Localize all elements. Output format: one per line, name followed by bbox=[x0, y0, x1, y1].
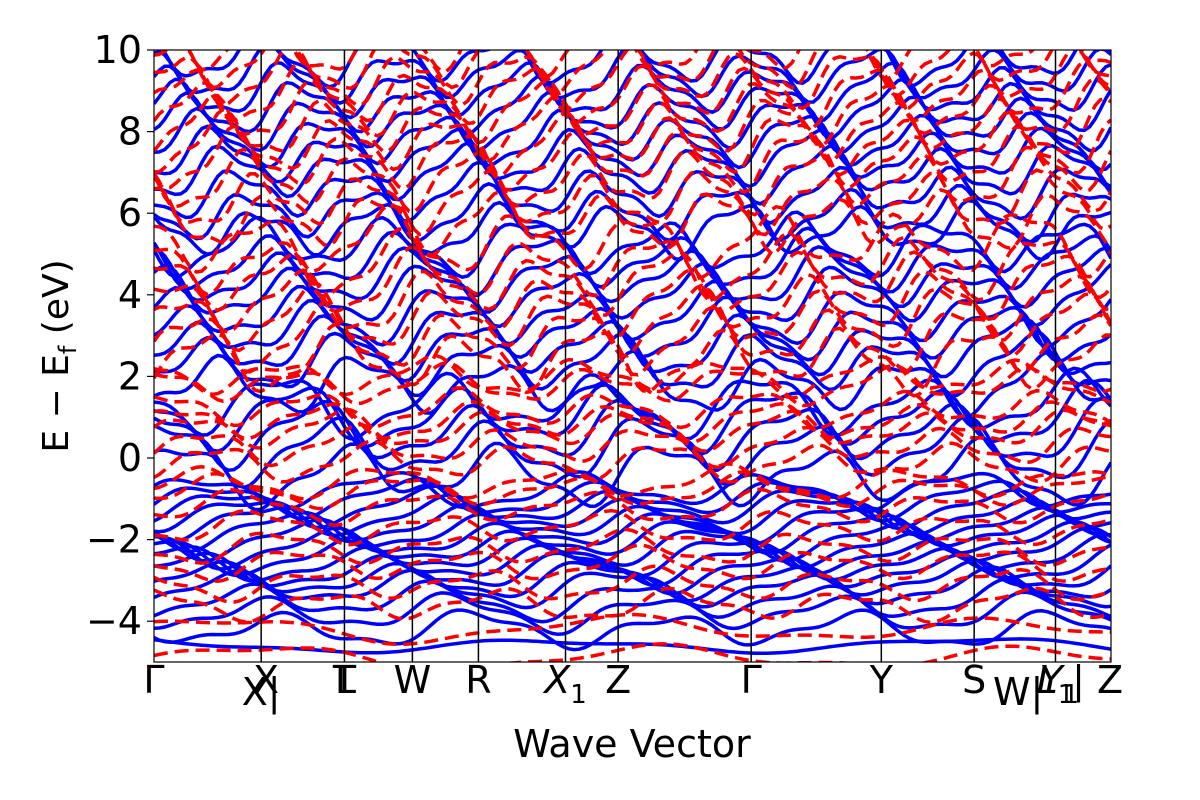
y-axis-label-unit: (eV) bbox=[36, 259, 77, 345]
band-line-dashed bbox=[154, 186, 1111, 258]
band-line-dashed bbox=[154, 59, 1111, 130]
band-line-dashed bbox=[154, 487, 1111, 527]
y-tick-label: 10 bbox=[94, 28, 142, 72]
y-tick-label: 4 bbox=[118, 273, 142, 317]
x-tick-label: R bbox=[465, 658, 491, 702]
x-tick-label: X| bbox=[242, 670, 281, 715]
band-line-dashed bbox=[154, 612, 1111, 647]
x-tick-label: Z bbox=[605, 658, 631, 702]
band-line-dashed bbox=[154, 527, 1111, 568]
band-line-dashed bbox=[154, 107, 1111, 179]
x-tick-label: Y bbox=[869, 658, 894, 702]
band-line-solid bbox=[154, 436, 1111, 512]
band-line-dashed bbox=[154, 77, 1111, 148]
band-line-dashed bbox=[154, 245, 1111, 322]
series-dashed-bands bbox=[154, 50, 1111, 662]
band-line-dashed bbox=[154, 470, 1111, 511]
band-line-dashed bbox=[154, 642, 1111, 662]
band-line-dashed bbox=[154, 462, 1111, 501]
band-line-dashed bbox=[154, 168, 1111, 237]
band-line-dashed bbox=[154, 145, 1111, 217]
y-axis: 10 8 6 4 2 0 −2 −4 bbox=[86, 28, 154, 643]
y-tick-label: 8 bbox=[118, 110, 142, 154]
band-line-solid bbox=[154, 60, 1111, 123]
band-line-dashed bbox=[154, 586, 1111, 625]
band-line-dashed bbox=[187, 50, 1111, 83]
band-line-dashed bbox=[154, 93, 1111, 164]
band-line-dashed bbox=[154, 399, 1111, 444]
x-tick-label: T bbox=[332, 658, 357, 702]
x-tick-label: X bbox=[253, 658, 279, 702]
x-tick-label: Γ bbox=[143, 658, 164, 702]
y-tick-label: 2 bbox=[118, 354, 142, 398]
band-line-dashed bbox=[154, 353, 1111, 400]
band-line-dashed bbox=[154, 564, 1111, 604]
band-line-solid bbox=[154, 414, 1111, 490]
y-axis-label-sub: f bbox=[54, 345, 82, 354]
band-line-solid bbox=[154, 244, 1111, 314]
band-line-dashed bbox=[154, 439, 1111, 484]
band-line-dashed bbox=[154, 407, 1111, 453]
band-line-dashed bbox=[154, 203, 1111, 280]
band-line-dashed bbox=[154, 50, 1111, 98]
band-line-solid bbox=[154, 577, 1111, 624]
x-tick-label: Y1 bbox=[1039, 658, 1079, 710]
x-tick-label: | Z bbox=[1072, 658, 1123, 703]
y-tick-label: 0 bbox=[118, 436, 142, 480]
y-axis-label: E − Ef (eV) bbox=[36, 259, 82, 452]
x-tick-label: L1 bbox=[1037, 658, 1075, 710]
y-axis-label-main: E − E bbox=[36, 354, 77, 453]
band-line-dashed bbox=[154, 124, 1111, 195]
band-line-dashed bbox=[154, 422, 1111, 470]
band-line-solid bbox=[154, 313, 1111, 383]
x-tick-label: Γ bbox=[741, 658, 762, 702]
band-line-dashed bbox=[154, 543, 1111, 583]
band-line-dashed bbox=[154, 508, 1111, 547]
band-line-dashed bbox=[154, 227, 1111, 302]
x-tick-label: W bbox=[394, 658, 432, 702]
y-tick-label: 6 bbox=[118, 191, 142, 235]
band-line-solid bbox=[154, 590, 1111, 637]
band-line-dashed bbox=[154, 386, 1111, 430]
y-tick-label: −4 bbox=[86, 599, 142, 643]
x-tick-label: L bbox=[335, 658, 356, 702]
band-line-solid bbox=[154, 295, 1111, 366]
x-tick-label: S bbox=[962, 658, 986, 702]
band-line-solid bbox=[154, 75, 1111, 140]
plot-frame bbox=[153, 49, 1112, 663]
band-line-solid bbox=[154, 160, 1111, 225]
band-line-dashed bbox=[154, 267, 1111, 343]
high-symmetry-lines bbox=[260, 50, 1057, 662]
band-line-dashed bbox=[154, 322, 1111, 398]
x-tick-label: X1 bbox=[542, 658, 587, 710]
x-tick-label: W| bbox=[993, 670, 1043, 715]
x-axis-label: Wave Vector bbox=[513, 722, 751, 766]
y-tick-label: −2 bbox=[86, 518, 142, 562]
band-line-dashed bbox=[154, 300, 1111, 377]
